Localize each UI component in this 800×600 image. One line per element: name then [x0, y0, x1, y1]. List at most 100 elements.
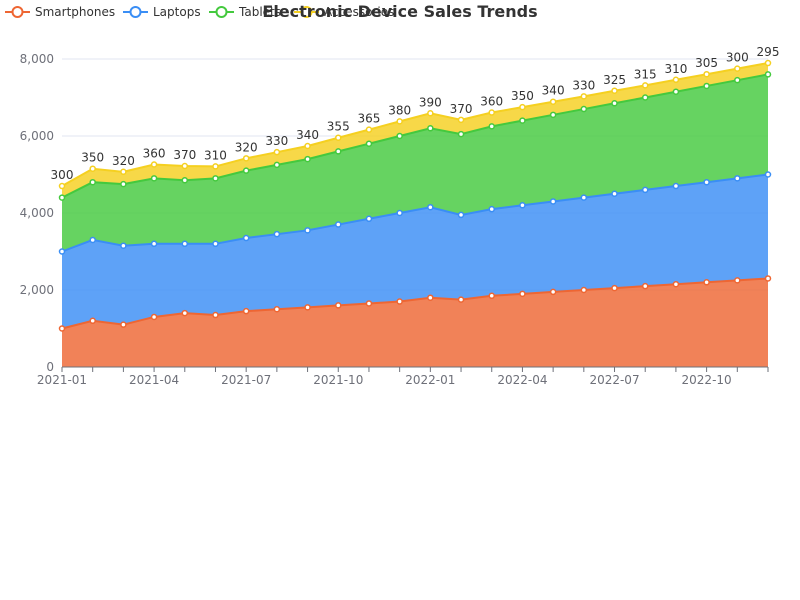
point-tablets[interactable]: [89, 178, 96, 186]
point-accessories[interactable]: [641, 82, 649, 89]
point-laptops[interactable]: [488, 205, 495, 213]
point-laptops[interactable]: [519, 202, 526, 209]
point-smartphones[interactable]: [734, 277, 741, 284]
point-accessories[interactable]: [764, 59, 772, 67]
legend-item-tablets[interactable]: Tablets: [209, 5, 281, 19]
point-laptops[interactable]: [242, 234, 250, 242]
point-accessories[interactable]: [580, 93, 588, 100]
point-accessories[interactable]: [150, 161, 158, 168]
point-smartphones[interactable]: [611, 284, 618, 292]
point-laptops[interactable]: [89, 236, 96, 244]
point-smartphones[interactable]: [519, 290, 526, 298]
point-laptops[interactable]: [734, 175, 741, 182]
point-accessories[interactable]: [519, 103, 526, 111]
point-laptops[interactable]: [181, 240, 189, 248]
point-tablets[interactable]: [672, 88, 680, 95]
point-smartphones[interactable]: [580, 286, 588, 294]
point-accessories[interactable]: [611, 87, 618, 95]
point-smartphones[interactable]: [488, 292, 495, 300]
point-tablets[interactable]: [58, 194, 66, 201]
point-laptops[interactable]: [457, 211, 465, 219]
point-tablets[interactable]: [304, 155, 311, 163]
point-smartphones[interactable]: [212, 311, 219, 319]
legend-item-accessories[interactable]: Accessories: [294, 5, 394, 19]
point-tablets[interactable]: [580, 105, 588, 113]
point-tablets[interactable]: [519, 117, 526, 124]
point-tablets[interactable]: [427, 125, 434, 132]
point-tablets[interactable]: [488, 123, 495, 130]
point-tablets[interactable]: [396, 132, 403, 140]
point-accessories[interactable]: [457, 116, 465, 124]
point-smartphones[interactable]: [242, 307, 250, 315]
point-accessories[interactable]: [89, 165, 96, 172]
point-accessories[interactable]: [549, 98, 557, 105]
point-laptops[interactable]: [120, 242, 127, 249]
point-accessories[interactable]: [365, 126, 373, 133]
point-tablets[interactable]: [457, 130, 465, 138]
point-smartphones[interactable]: [549, 288, 557, 296]
point-laptops[interactable]: [150, 240, 158, 248]
point-accessories[interactable]: [242, 155, 250, 162]
point-smartphones[interactable]: [427, 294, 434, 301]
point-tablets[interactable]: [734, 76, 741, 84]
point-smartphones[interactable]: [120, 321, 127, 328]
point-smartphones[interactable]: [304, 304, 311, 311]
point-tablets[interactable]: [764, 71, 772, 78]
point-accessories[interactable]: [335, 134, 342, 141]
point-smartphones[interactable]: [764, 275, 772, 282]
point-accessories[interactable]: [396, 118, 403, 125]
point-tablets[interactable]: [641, 94, 649, 101]
point-tablets[interactable]: [365, 140, 373, 147]
point-laptops[interactable]: [549, 198, 557, 205]
point-accessories[interactable]: [120, 168, 127, 176]
point-laptops[interactable]: [427, 203, 434, 211]
point-smartphones[interactable]: [58, 325, 66, 332]
point-laptops[interactable]: [365, 215, 373, 223]
point-tablets[interactable]: [273, 161, 281, 169]
point-smartphones[interactable]: [641, 282, 649, 290]
point-accessories[interactable]: [273, 148, 281, 156]
point-laptops[interactable]: [672, 182, 680, 190]
legend-item-smartphones[interactable]: Smartphones: [5, 5, 115, 19]
point-smartphones[interactable]: [150, 313, 158, 321]
point-accessories[interactable]: [212, 163, 219, 170]
point-accessories[interactable]: [427, 110, 434, 117]
point-smartphones[interactable]: [457, 296, 465, 303]
point-accessories[interactable]: [488, 109, 495, 116]
point-tablets[interactable]: [150, 175, 158, 182]
legend-item-laptops[interactable]: Laptops: [123, 5, 201, 19]
point-tablets[interactable]: [120, 180, 127, 188]
point-accessories[interactable]: [181, 162, 189, 170]
point-tablets[interactable]: [212, 175, 219, 182]
point-tablets[interactable]: [611, 100, 618, 107]
point-smartphones[interactable]: [365, 300, 373, 307]
point-smartphones[interactable]: [396, 298, 403, 305]
point-laptops[interactable]: [764, 171, 772, 178]
point-laptops[interactable]: [580, 194, 588, 201]
point-tablets[interactable]: [181, 177, 189, 184]
point-tablets[interactable]: [242, 167, 250, 174]
point-accessories[interactable]: [703, 70, 710, 78]
point-accessories[interactable]: [734, 65, 741, 72]
point-tablets[interactable]: [335, 148, 342, 155]
point-accessories[interactable]: [58, 182, 66, 190]
point-smartphones[interactable]: [181, 309, 189, 317]
point-laptops[interactable]: [611, 190, 618, 197]
point-laptops[interactable]: [703, 178, 710, 186]
point-smartphones[interactable]: [703, 279, 710, 286]
point-accessories[interactable]: [304, 142, 311, 150]
point-laptops[interactable]: [212, 240, 219, 248]
point-laptops[interactable]: [335, 221, 342, 228]
point-smartphones[interactable]: [335, 302, 342, 309]
point-laptops[interactable]: [273, 230, 281, 238]
point-smartphones[interactable]: [89, 317, 96, 325]
point-tablets[interactable]: [703, 82, 710, 90]
point-laptops[interactable]: [396, 209, 403, 217]
point-laptops[interactable]: [304, 227, 311, 234]
point-laptops[interactable]: [641, 186, 649, 194]
point-tablets[interactable]: [549, 111, 557, 119]
point-laptops[interactable]: [58, 248, 66, 255]
point-accessories[interactable]: [672, 76, 680, 84]
point-smartphones[interactable]: [672, 280, 680, 288]
point-smartphones[interactable]: [273, 306, 281, 313]
